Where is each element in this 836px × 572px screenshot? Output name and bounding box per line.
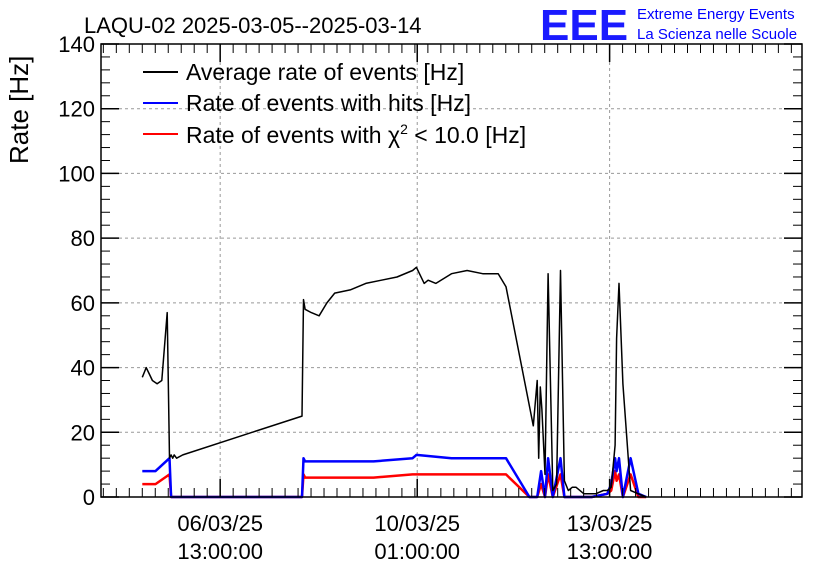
legend-entry-hits: Rate of events with hits [Hz] xyxy=(186,90,471,116)
x-tick-label-time: 13:00:00 xyxy=(567,539,653,564)
axis-ticks xyxy=(101,43,802,498)
y-tick-label: 140 xyxy=(58,32,95,57)
series-line-average xyxy=(141,266,647,498)
logo-line-1: Extreme Energy Events xyxy=(637,6,795,23)
y-tick-label: 120 xyxy=(58,97,95,122)
y-tick-label: 40 xyxy=(71,356,95,381)
series-layer xyxy=(141,266,647,499)
y-tick-label: 60 xyxy=(71,291,95,316)
grid xyxy=(101,44,802,497)
x-tick-label-date: 06/03/25 xyxy=(177,511,263,536)
y-tick-label: 80 xyxy=(71,226,95,251)
y-tick-label: 0 xyxy=(83,485,95,510)
y-tick-labels: 0 20 40 60 80 100 120 140 xyxy=(58,32,95,510)
legend: Average rate of events [Hz] Rate of even… xyxy=(143,59,526,148)
y-tick-label: 100 xyxy=(58,161,95,186)
legend-entry-average: Average rate of events [Hz] xyxy=(186,59,464,85)
y-axis-label: Rate [Hz] xyxy=(4,56,34,164)
logo-letters: EEE xyxy=(540,1,628,50)
plot-frame xyxy=(100,43,803,498)
logo-line-2: La Scienza nelle Scuole xyxy=(637,26,797,43)
legend-entry-chi2: Rate of events with χ2 < 10.0 [Hz] xyxy=(186,121,526,148)
x-tick-label-time: 01:00:00 xyxy=(374,539,460,564)
y-tick-label: 20 xyxy=(71,420,95,445)
x-tick-label-date: 10/03/25 xyxy=(374,511,460,536)
x-tick-labels: 06/03/25 13:00:00 10/03/25 01:00:00 13/03/25… xyxy=(177,511,652,564)
x-tick-label-time: 13:00:00 xyxy=(177,539,263,564)
x-tick-label-date: 13/03/25 xyxy=(567,511,653,536)
eee-logo: EEE Extreme Energy Events La Scienza nel… xyxy=(540,1,797,50)
chart-title: LAQU-02 2025-03-05--2025-03-14 xyxy=(84,13,422,38)
